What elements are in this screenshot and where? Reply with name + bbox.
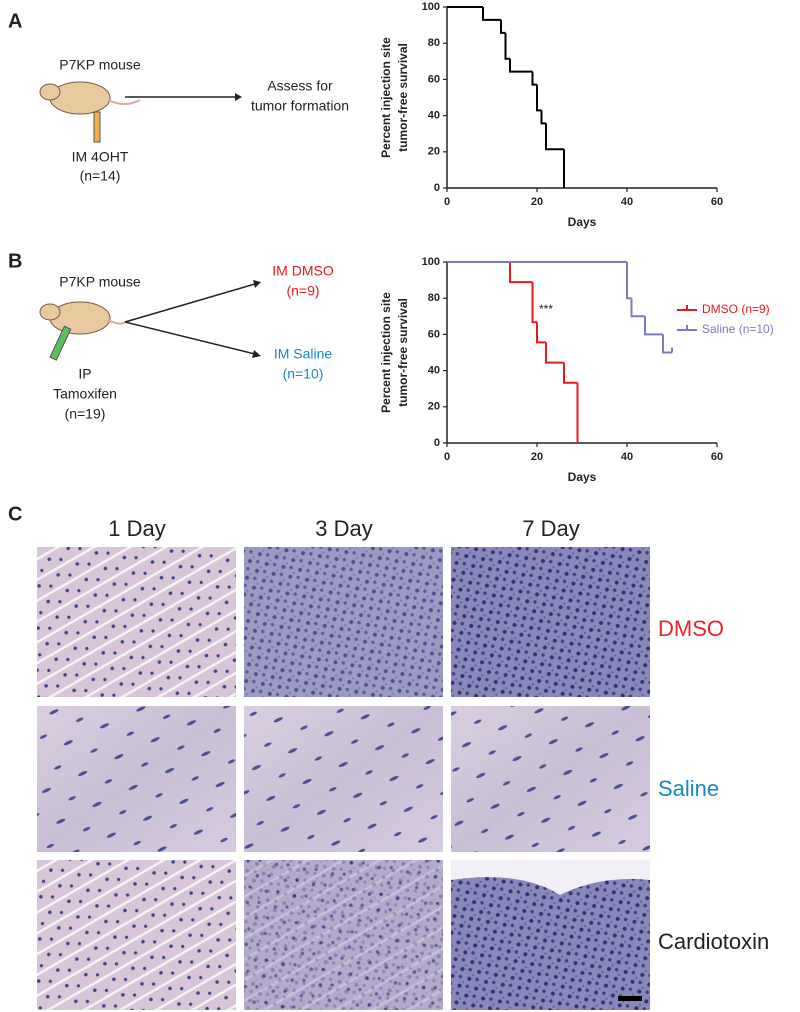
arm-label: IM Saline (274, 346, 333, 362)
y-tick-label: 100 (422, 1, 440, 13)
arrow (124, 283, 256, 323)
y-tick-label: 40 (428, 110, 440, 122)
arrow (124, 321, 256, 355)
row-label: DMSO (658, 616, 724, 641)
mouse-head (39, 83, 61, 101)
nuclei (244, 706, 443, 852)
survival-step (545, 342, 564, 364)
x-tick-label: 40 (621, 196, 633, 208)
arrow-head (252, 350, 261, 358)
x-axis-label: Days (568, 215, 597, 229)
histology-image (37, 860, 236, 1010)
x-tick-label: 0 (444, 451, 450, 463)
y-axis-label: tumor-free survival (396, 298, 410, 407)
injection-label: Tamoxifen (53, 386, 117, 402)
legend-label: DMSO (n=9) (702, 302, 770, 316)
row-label: Cardiotoxin (658, 929, 769, 954)
y-tick-label: 0 (434, 437, 440, 449)
column-header: 3 Day (315, 516, 372, 541)
survival-step (509, 262, 533, 284)
injection-label: IM 4OHT (72, 149, 129, 165)
y-tick-label: 20 (428, 401, 440, 413)
injection-label: IP (78, 366, 91, 382)
survival-step (545, 123, 564, 151)
survival-step (563, 362, 578, 384)
survival-step (536, 322, 546, 344)
mouse-tail (107, 319, 126, 325)
x-tick-label: 40 (621, 451, 633, 463)
survival-step (531, 71, 537, 86)
survival-step (626, 262, 632, 300)
survival-step (540, 110, 546, 125)
y-axis-label: Percent injection site (379, 292, 393, 413)
arrow-head (235, 93, 242, 101)
mouse-body (49, 81, 111, 115)
nuclei (37, 706, 236, 852)
histology-image (244, 547, 443, 697)
y-tick-label: 20 (428, 146, 440, 158)
mouse-label: P7KP mouse (59, 274, 141, 290)
legend-label: Saline (n=10) (702, 322, 774, 336)
outcome-label: tumor formation (251, 98, 349, 114)
syringe (93, 111, 101, 143)
y-tick-label: 40 (428, 365, 440, 377)
mouse-icon (39, 301, 126, 361)
mouse-icon (39, 81, 141, 143)
histology-image (37, 547, 236, 697)
tissue-gap (451, 860, 650, 895)
arm-label: IM DMSO (272, 263, 334, 279)
arrow-head (253, 280, 261, 288)
mouse-label: P7KP mouse (59, 57, 141, 73)
arm-n: (n=10) (283, 366, 324, 382)
y-tick-label: 80 (428, 37, 440, 49)
y-axis-label: Percent injection site (379, 37, 393, 158)
y-tick-label: 80 (428, 292, 440, 304)
survival-step (504, 32, 510, 60)
nuclei (451, 706, 650, 852)
survival-step (536, 84, 542, 112)
survival-step (630, 298, 645, 318)
y-tick-label: 60 (428, 73, 440, 85)
panel-label: B (8, 250, 22, 272)
scale-bar (618, 996, 642, 1001)
column-header: 1 Day (108, 516, 165, 541)
arm-n: (n=9) (286, 283, 319, 299)
survival-step (509, 58, 533, 73)
significance: *** (539, 302, 553, 316)
y-axis-label: tumor-free survival (396, 43, 410, 152)
survival-step (500, 19, 506, 34)
syringe (49, 325, 72, 361)
survival-step (531, 282, 537, 324)
survival-step (662, 334, 672, 354)
histology-image (244, 860, 443, 1010)
x-tick-label: 60 (711, 451, 723, 463)
outcome-label: Assess for (267, 78, 333, 94)
y-tick-label: 100 (422, 256, 440, 268)
survival-step (482, 7, 501, 21)
mouse-body (49, 301, 111, 335)
histology-grid (37, 547, 650, 1010)
x-tick-label: 20 (531, 451, 543, 463)
row-label: Saline (658, 776, 719, 801)
x-tick-label: 0 (444, 196, 450, 208)
panel-label: A (8, 10, 22, 32)
survival-step (644, 316, 663, 336)
x-tick-label: 20 (531, 196, 543, 208)
n-label: (n=19) (65, 406, 106, 422)
x-axis-label: Days (568, 470, 597, 484)
x-tick-label: 60 (711, 196, 723, 208)
n-label: (n=14) (80, 168, 121, 184)
y-tick-label: 60 (428, 328, 440, 340)
histology-image (451, 547, 650, 697)
mouse-tail (107, 99, 141, 105)
column-header: 7 Day (522, 516, 579, 541)
y-tick-label: 0 (434, 182, 440, 194)
panel-label: C (8, 503, 22, 525)
mouse-head (39, 303, 61, 321)
